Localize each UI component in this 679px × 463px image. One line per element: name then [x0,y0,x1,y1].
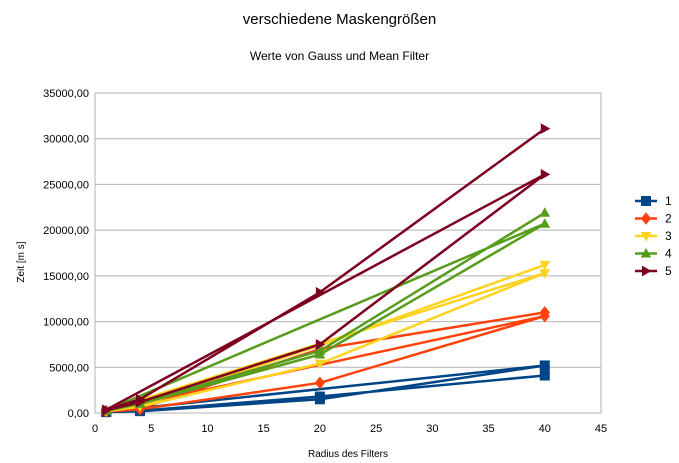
y-axis-label: Zeit [m s] [16,241,27,282]
data-point [540,123,551,135]
y-tick-label: 10000,00 [43,317,89,329]
series-layer [100,123,551,418]
x-tick-label: 25 [370,423,382,435]
y-axis: 0,00 5000,00 10000,00 15000,00 20000,00 25000… [43,88,89,420]
x-tick-label: 40 [539,423,551,435]
y-tick-label: 30000,00 [43,134,89,146]
y-tick-label: 5000,00 [49,362,89,374]
legend-label: 5 [665,264,672,278]
data-point [539,218,551,228]
series-line-5 [104,127,547,412]
data-point [539,306,550,319]
x-tick-label: 15 [258,423,270,435]
y-tick-label: 25000,00 [43,179,89,191]
legend-item-4: 4 [635,247,672,261]
x-tick-label: 30 [426,423,438,435]
legend-marker [640,212,652,225]
x-tick-label: 20 [314,423,326,435]
data-point [315,339,326,350]
series-5 [102,123,551,416]
y-tick-label: 35000,00 [43,88,89,100]
x-tick-label: 35 [482,423,494,435]
legend-marker [640,232,652,242]
chart-title: verschiedene Maskengrößen [242,11,437,28]
legend-label: 3 [665,229,672,243]
x-tick-label: 45 [595,423,607,435]
chart-subtitle: Werte von Gauss und Mean Filter [249,49,430,63]
y-tick-label: 20000,00 [43,225,89,237]
legend: 1 2 3 4 5 [635,194,672,278]
series-line-3 [104,263,547,413]
x-tick-label: 10 [201,423,213,435]
data-point [314,391,325,402]
legend-marker [641,196,651,206]
y-tick-label: 15000,00 [43,271,89,283]
data-point [314,345,326,355]
plot-area [94,92,602,414]
data-point [314,359,326,370]
data-point [314,376,326,390]
x-tick-label: 0 [92,423,98,435]
data-point [102,404,112,416]
legend-item-2: 2 [635,212,672,226]
data-point [540,169,551,180]
series-line-1 [104,364,547,414]
legend-marker [642,265,652,277]
series-1 [101,360,550,418]
grid-lines [95,92,601,414]
legend-label: 1 [665,194,672,208]
x-axis: 0 5 10 15 20 25 30 35 40 45 [92,423,607,435]
legend-item-5: 5 [635,264,672,278]
data-point [539,360,550,371]
y-tick-label: 0,00 [68,408,89,420]
x-axis-label: Radius des Filters [308,449,388,460]
data-point [539,260,551,271]
legend-item-1: 1 [635,194,672,208]
legend-item-3: 3 [635,229,672,243]
data-point [135,393,146,405]
legend-label: 2 [665,212,672,226]
data-point [539,370,550,381]
legend-marker [640,247,652,258]
x-tick-label: 5 [148,423,154,435]
data-point [315,286,326,298]
legend-label: 4 [665,247,672,261]
data-point [539,207,551,217]
series-line-4 [104,211,547,412]
